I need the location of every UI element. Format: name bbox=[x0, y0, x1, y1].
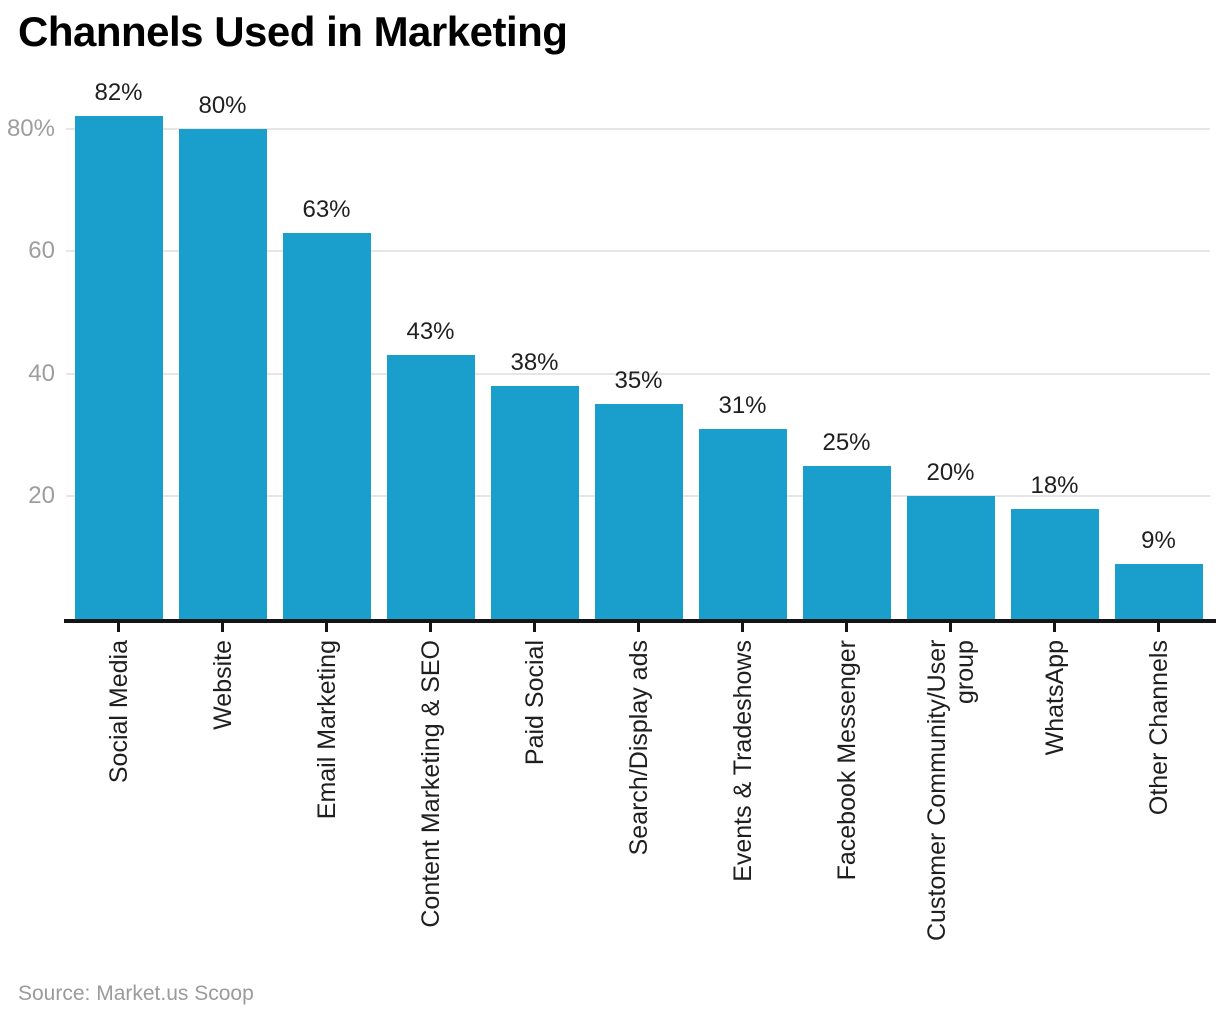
x-axis-tick bbox=[637, 623, 640, 632]
x-category-label: Social Media bbox=[104, 640, 133, 784]
x-axis-tick bbox=[325, 623, 328, 632]
x-axis-tick bbox=[117, 623, 120, 632]
gridline bbox=[66, 127, 1210, 130]
bar-value-label: 82% bbox=[94, 79, 143, 107]
bar-value-label: 25% bbox=[822, 428, 871, 456]
x-category-label: Facebook Messenger bbox=[832, 640, 861, 881]
gridline bbox=[66, 250, 1210, 253]
x-category-label: Search/Display ads bbox=[624, 640, 653, 856]
x-axis-tick bbox=[949, 623, 952, 632]
x-category-label: Content Marketing & SEO bbox=[416, 640, 445, 928]
bar-value-label: 18% bbox=[1030, 471, 1079, 499]
bar bbox=[906, 496, 995, 619]
y-axis-tick-label: 40 bbox=[28, 359, 55, 387]
bar bbox=[1010, 508, 1099, 619]
bar bbox=[386, 355, 475, 619]
x-axis-tick bbox=[221, 623, 224, 632]
x-category-label: Events & Tradeshows bbox=[728, 640, 757, 882]
bar bbox=[74, 116, 163, 619]
bar-value-label: 35% bbox=[614, 367, 663, 395]
bar bbox=[178, 128, 267, 619]
bar-value-label: 31% bbox=[718, 391, 767, 419]
x-category-label: Email Marketing bbox=[312, 640, 341, 820]
bar-value-label: 20% bbox=[926, 459, 975, 487]
bar bbox=[698, 428, 787, 619]
x-axis-line bbox=[64, 619, 1216, 623]
x-axis-tick bbox=[1053, 623, 1056, 632]
y-axis-tick-label: 60 bbox=[28, 237, 55, 265]
bar bbox=[1114, 563, 1203, 619]
bar bbox=[802, 465, 891, 619]
bar-value-label: 9% bbox=[1141, 526, 1176, 554]
chart-title: Channels Used in Marketing bbox=[18, 8, 568, 55]
x-axis-tick bbox=[741, 623, 744, 632]
bar-value-label: 38% bbox=[510, 349, 559, 377]
bar-value-label: 80% bbox=[198, 91, 247, 119]
x-axis-tick bbox=[845, 623, 848, 632]
bar bbox=[490, 386, 579, 619]
y-axis-tick-label: 80% bbox=[6, 114, 55, 142]
bar-value-label: 43% bbox=[406, 318, 455, 346]
gridline bbox=[66, 372, 1210, 375]
x-category-label: Other Channels bbox=[1144, 640, 1173, 816]
source-caption: Source: Market.us Scoop bbox=[18, 982, 254, 1005]
y-axis-tick-label: 20 bbox=[28, 482, 55, 510]
x-axis-tick bbox=[1157, 623, 1160, 632]
x-category-label: Website bbox=[208, 640, 237, 730]
x-category-label: Customer Community/User group bbox=[922, 640, 979, 942]
x-category-label: Paid Social bbox=[520, 640, 549, 766]
bar bbox=[594, 404, 683, 619]
bar-value-label: 63% bbox=[302, 195, 351, 223]
bar bbox=[282, 232, 371, 619]
x-category-label: WhatsApp bbox=[1040, 640, 1069, 756]
x-axis-tick bbox=[429, 623, 432, 632]
x-axis-tick bbox=[533, 623, 536, 632]
